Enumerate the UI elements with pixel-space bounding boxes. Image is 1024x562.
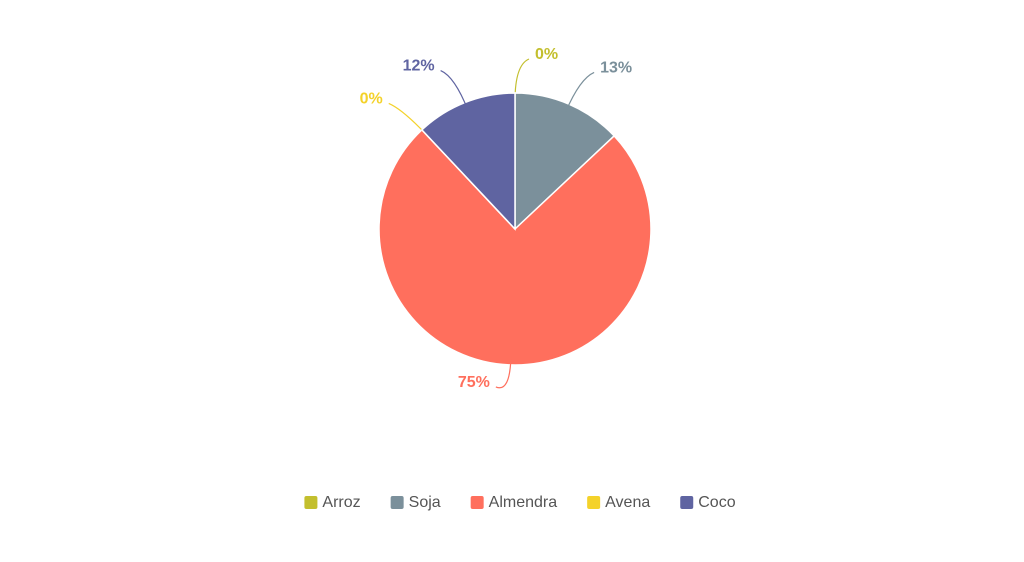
legend-label: Arroz	[322, 494, 360, 511]
legend-label: Avena	[605, 494, 650, 511]
legend-swatch	[587, 496, 601, 509]
legend-swatch	[680, 496, 694, 509]
data-label: 13%	[600, 60, 632, 77]
legend-label: Coco	[698, 494, 735, 511]
leader-line	[440, 69, 469, 111]
legend-label: Almendra	[489, 494, 558, 511]
legend-swatch	[470, 496, 484, 509]
data-label: 0%	[360, 91, 383, 108]
legend-swatch	[304, 496, 318, 509]
data-label: 0%	[535, 46, 558, 63]
data-label: 75%	[458, 374, 490, 391]
legend-swatch	[390, 496, 404, 509]
legend-label: Soja	[409, 494, 441, 511]
leader-line	[565, 71, 595, 112]
leader-line	[495, 356, 512, 389]
data-label: 12%	[403, 58, 435, 75]
legend: Arroz Soja Almendra Avena Coco	[304, 494, 736, 511]
